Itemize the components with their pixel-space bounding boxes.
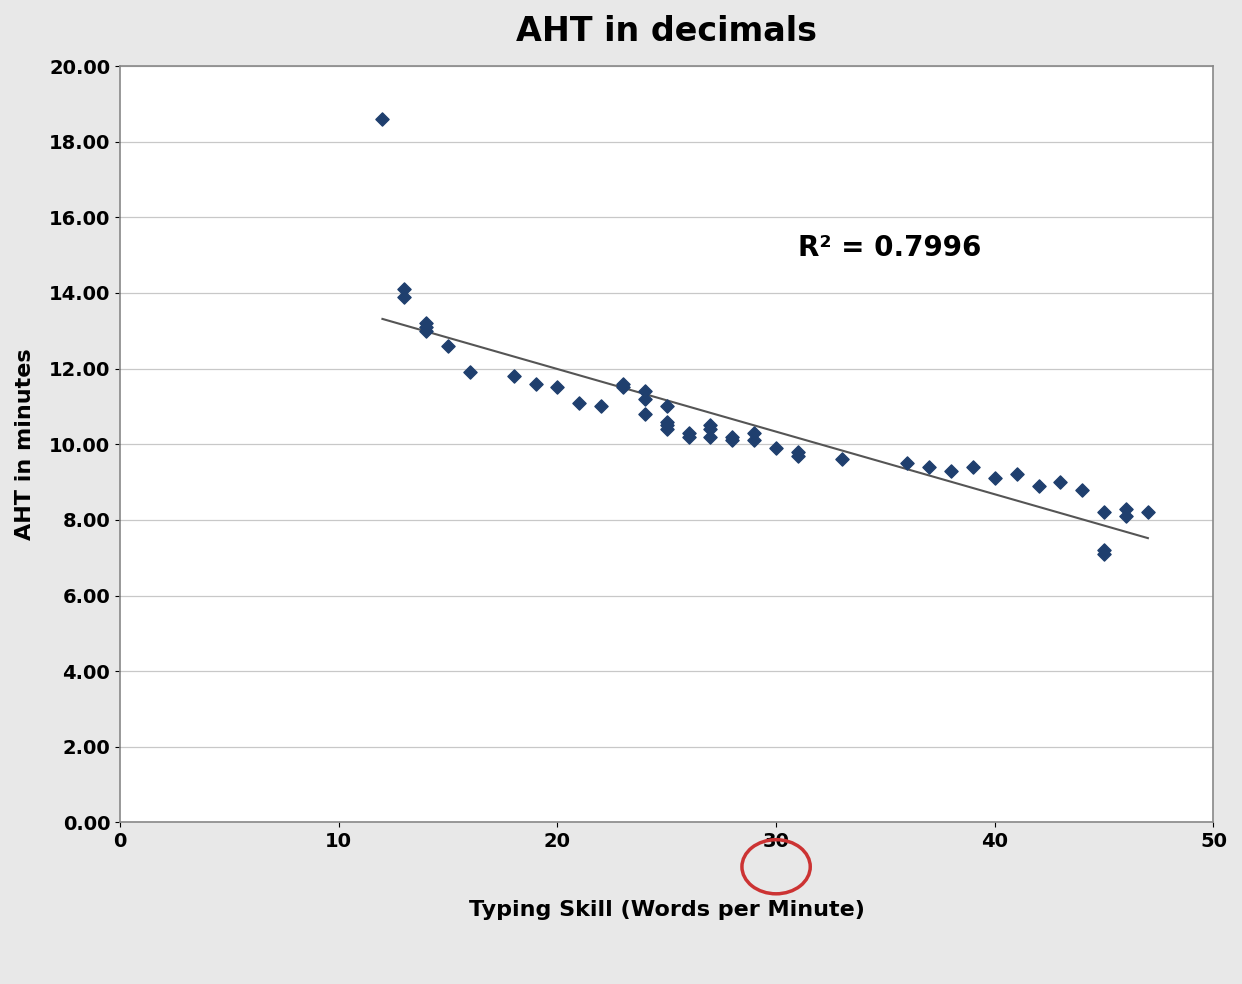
Point bbox=[898, 456, 918, 471]
Point bbox=[614, 376, 633, 392]
X-axis label: Typing Skill (Words per Minute): Typing Skill (Words per Minute) bbox=[468, 899, 864, 920]
Point bbox=[635, 384, 655, 400]
Point bbox=[416, 323, 436, 338]
Point bbox=[1007, 466, 1027, 482]
Point bbox=[657, 421, 677, 437]
Point bbox=[941, 462, 961, 478]
Point bbox=[744, 425, 764, 441]
Point bbox=[438, 338, 458, 354]
Point bbox=[373, 111, 392, 127]
Point bbox=[985, 470, 1005, 486]
Point bbox=[723, 429, 743, 445]
Point bbox=[787, 448, 807, 463]
Point bbox=[395, 289, 415, 305]
Y-axis label: AHT in minutes: AHT in minutes bbox=[15, 348, 35, 540]
Point bbox=[525, 376, 545, 392]
Point bbox=[657, 417, 677, 433]
Point bbox=[1094, 505, 1114, 521]
Point bbox=[614, 380, 633, 396]
Point bbox=[635, 406, 655, 422]
Point bbox=[744, 433, 764, 449]
Text: R² = 0.7996: R² = 0.7996 bbox=[797, 233, 981, 262]
Point bbox=[678, 425, 698, 441]
Point bbox=[919, 460, 939, 475]
Point bbox=[1138, 505, 1158, 521]
Title: AHT in decimals: AHT in decimals bbox=[517, 15, 817, 48]
Point bbox=[678, 429, 698, 445]
Point bbox=[657, 413, 677, 429]
Point bbox=[963, 460, 982, 475]
Point bbox=[700, 421, 720, 437]
Point bbox=[700, 417, 720, 433]
Point bbox=[1094, 546, 1114, 562]
Point bbox=[832, 452, 852, 467]
Point bbox=[787, 444, 807, 460]
Point bbox=[1117, 501, 1136, 517]
Point bbox=[591, 399, 611, 414]
Point bbox=[416, 315, 436, 331]
Point bbox=[657, 399, 677, 414]
Point bbox=[766, 440, 786, 456]
Point bbox=[635, 391, 655, 406]
Point bbox=[416, 319, 436, 335]
Point bbox=[1028, 478, 1048, 494]
Point bbox=[1051, 474, 1071, 490]
Point bbox=[1094, 542, 1114, 558]
Point bbox=[1117, 508, 1136, 523]
Point bbox=[569, 395, 589, 410]
Point bbox=[460, 364, 479, 380]
Point bbox=[700, 429, 720, 445]
Point bbox=[395, 281, 415, 297]
Point bbox=[504, 368, 524, 384]
Point bbox=[1072, 482, 1092, 498]
Point bbox=[548, 380, 568, 396]
Point bbox=[723, 433, 743, 449]
